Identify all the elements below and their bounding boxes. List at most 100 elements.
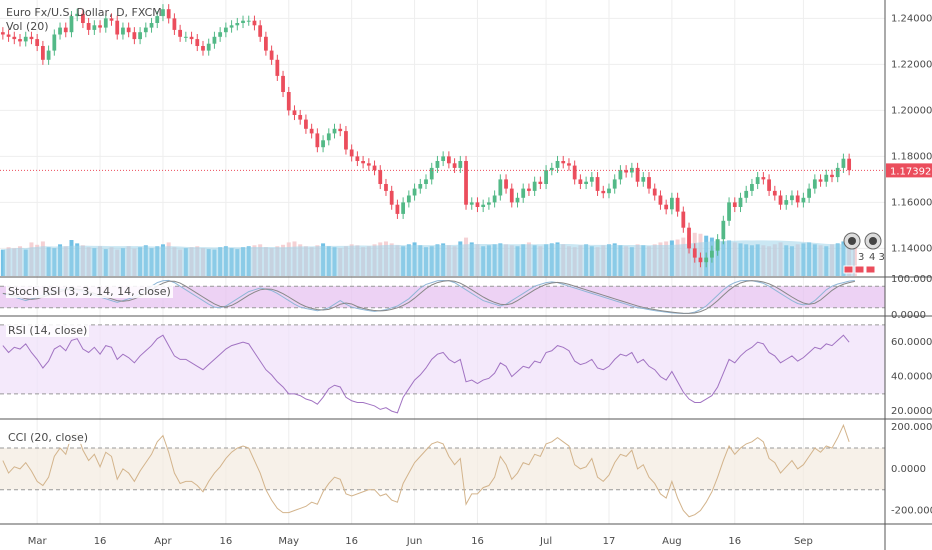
candle-body — [549, 167, 554, 171]
stoch-legend: Stoch RSI (3, 3, 14, 14, close) — [6, 285, 173, 299]
candle-body — [698, 257, 703, 263]
candle-body — [618, 170, 623, 180]
rsi-line — [2, 334, 850, 414]
candle-body — [69, 16, 74, 33]
candle-body — [675, 197, 680, 212]
candle-body — [155, 16, 160, 23]
candle-body — [446, 156, 451, 164]
candle-body — [567, 163, 571, 166]
cci-tick-label: -200.0000 — [891, 506, 932, 517]
rsi-band — [0, 324, 885, 394]
candle-body — [281, 75, 285, 92]
candle-body — [635, 167, 640, 182]
indicator-backgrounds — [0, 285, 885, 491]
candle-body — [715, 239, 720, 251]
candle-body — [612, 179, 617, 189]
stoch-rsi-label[interactable]: Stoch RSI (3, 3, 14, 14, close) — [6, 285, 173, 298]
candle-body — [607, 188, 611, 194]
candle-body — [458, 161, 463, 168]
event-markers[interactable]: 3 4 3 — [843, 232, 885, 274]
candle-body — [498, 179, 503, 196]
price-tick-label: 1.18000 — [891, 151, 932, 162]
cci-label[interactable]: CCI (20, close) — [6, 431, 91, 444]
candle-body — [206, 43, 211, 51]
candle-body — [429, 167, 434, 180]
candle-body — [532, 181, 537, 191]
candle-body — [710, 250, 714, 258]
cci-band — [0, 448, 885, 490]
candle-body — [98, 25, 102, 28]
candle-body — [212, 36, 217, 44]
volume-ma-area — [2, 240, 855, 276]
candle-body — [406, 195, 411, 203]
candle-body — [469, 202, 474, 205]
candle-body — [812, 179, 817, 189]
x-tick-label: Aug — [662, 536, 682, 547]
candle-body — [63, 27, 68, 33]
candle-body — [298, 115, 303, 120]
volume-bar — [0, 249, 5, 276]
candle-body — [252, 20, 257, 26]
x-tick-label: 16 — [345, 536, 358, 547]
candle-body — [658, 195, 663, 205]
candle-body — [315, 133, 320, 148]
candle-body — [595, 177, 600, 191]
candle-body — [492, 195, 497, 203]
candle-body — [767, 179, 771, 191]
candle-body — [58, 27, 62, 35]
candle-body — [761, 177, 766, 180]
candle-body — [555, 161, 560, 168]
candle-body — [795, 195, 800, 203]
event-marker-core — [869, 237, 877, 245]
candle-body — [412, 188, 417, 196]
candle-body — [195, 39, 200, 46]
rsi-tick-label: 60.0000 — [891, 337, 932, 348]
candle-body — [441, 156, 446, 161]
candle-body — [841, 158, 846, 168]
candle-body — [178, 29, 183, 37]
rsi-legend: RSI (14, close) — [6, 324, 90, 338]
candle-body — [401, 202, 406, 214]
candle-body — [750, 184, 754, 191]
candle-body — [481, 204, 486, 207]
x-tick-label: 16 — [219, 536, 232, 547]
candle-body — [589, 177, 594, 182]
candle-body — [584, 181, 588, 184]
price-tick-label: 1.20000 — [891, 105, 932, 116]
stoch-rsi-band — [0, 286, 885, 308]
candle-body — [721, 220, 726, 240]
x-tick-label: Jun — [406, 536, 423, 547]
candle-body — [338, 128, 343, 132]
candle-body — [355, 156, 360, 161]
candle-body — [286, 92, 291, 111]
x-tick-label: Sep — [794, 536, 813, 547]
candle-body — [275, 59, 280, 76]
candle-body — [378, 170, 383, 184]
candle-body — [527, 188, 531, 191]
candle-body — [669, 197, 674, 210]
candle-body — [143, 27, 148, 33]
candle-body — [504, 179, 508, 189]
stoch-rsi-tick-label: 0.0000 — [891, 310, 926, 321]
candle-body — [326, 133, 331, 141]
cci-tick-label: 0.0000 — [891, 464, 926, 475]
candle-body — [46, 50, 51, 60]
rsi-label[interactable]: RSI (14, close) — [6, 324, 90, 337]
cci-legend: CCI (20, close) — [6, 431, 91, 445]
candle-body — [269, 50, 274, 60]
candle-body — [321, 140, 325, 148]
candle-body — [784, 200, 789, 205]
candle-body — [35, 39, 40, 46]
price-tick-label: 1.24000 — [891, 13, 932, 24]
candle-body — [52, 34, 57, 51]
candle-body — [201, 46, 205, 51]
candle-body — [241, 20, 245, 23]
volume-layer — [0, 232, 857, 276]
candle-body — [624, 170, 629, 173]
x-tick-label: Jul — [539, 536, 552, 547]
volume-label[interactable]: Vol (20) — [6, 20, 49, 33]
symbol-title[interactable]: Euro Fx/U.S. Dollar, D, FXCM — [6, 6, 162, 19]
candle-body — [126, 27, 131, 33]
candle-body — [246, 20, 251, 22]
